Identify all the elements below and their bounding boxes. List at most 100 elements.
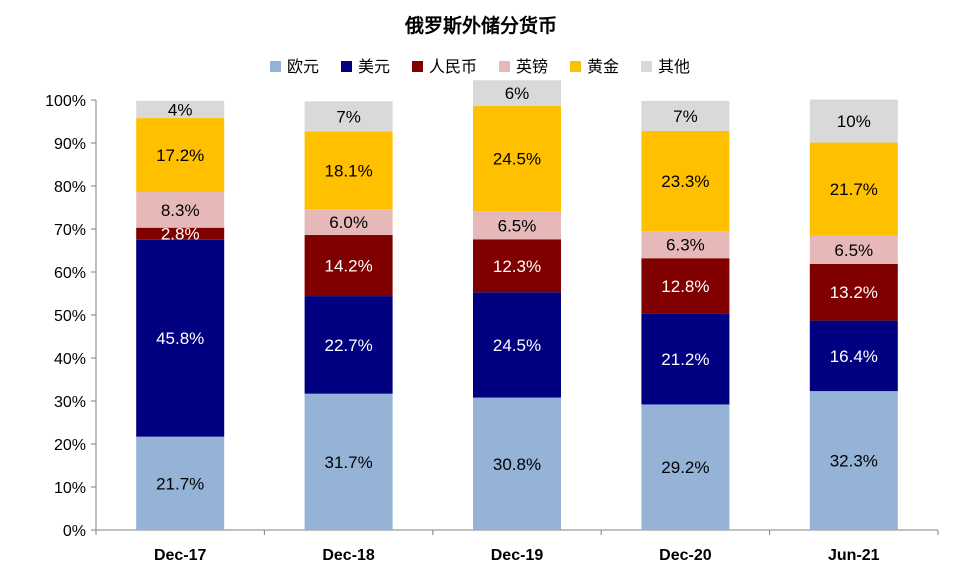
data-label: 6.0% — [329, 213, 368, 232]
data-label: 21.7% — [156, 474, 204, 493]
y-tick-label: 10% — [54, 480, 86, 497]
y-tick-label: 90% — [54, 136, 86, 153]
bar-segment — [641, 313, 730, 405]
data-label: 24.5% — [493, 336, 541, 355]
legend-2-label: 人民币 — [429, 57, 477, 76]
bar-segment — [136, 100, 225, 119]
bar-stack-Dec-18: 31.7% 22.7% 14.2% 6.0% 18.1% 7% — [304, 101, 393, 530]
data-label: 21.2% — [661, 350, 709, 369]
y-tick-label: 30% — [54, 394, 86, 411]
y-tick-label: 80% — [54, 179, 86, 196]
data-label: 17.2% — [156, 146, 204, 165]
data-label: 45.8% — [156, 329, 204, 348]
data-label: 32.3% — [830, 452, 878, 471]
bar-segment — [136, 118, 225, 193]
data-label: 18.1% — [324, 161, 372, 180]
data-label: 6.5% — [834, 241, 873, 260]
legend-1-label: 美元 — [358, 57, 390, 76]
data-label: 21.7% — [830, 180, 878, 199]
data-label: 30.8% — [493, 455, 541, 474]
data-label: 6.5% — [498, 216, 537, 235]
bar-stack-Dec-19: 30.8% 24.5% 12.3% 6.5% 24.5% 6% — [473, 80, 561, 530]
data-label: 2.8% — [161, 225, 200, 244]
legend-0-label: 欧元 — [287, 57, 319, 76]
data-label: 16.4% — [830, 347, 878, 366]
bar-segment — [304, 209, 393, 236]
data-label: 24.5% — [493, 150, 541, 169]
bar-segment — [304, 235, 393, 297]
data-label: 31.7% — [324, 453, 372, 472]
legend-5-swatch — [641, 61, 652, 72]
legend-0-swatch — [270, 61, 281, 72]
legend-1-swatch — [341, 61, 352, 72]
legend-5-label: 其他 — [658, 57, 690, 76]
bar-segment — [809, 235, 898, 264]
bar-segment — [809, 99, 898, 143]
data-label: 6.3% — [666, 236, 705, 255]
bar-segment — [473, 397, 561, 530]
bar-segment — [809, 142, 898, 236]
bar-segment — [304, 393, 393, 530]
data-label: 23.3% — [661, 172, 709, 191]
legend-2-swatch — [412, 61, 423, 72]
bar-segment — [136, 227, 225, 240]
y-tick-label: 100% — [45, 93, 86, 110]
bars: 21.7% 45.8% 2.8% 8.3% 17.2% 4% 31.7% 22.7% 14.2%… — [136, 80, 898, 530]
data-label: 14.2% — [324, 257, 372, 276]
data-label: 7% — [673, 107, 698, 126]
legend-3-swatch — [499, 61, 510, 72]
bar-stack-Dec-17: 21.7% 45.8% 2.8% 8.3% 17.2% 4% — [136, 100, 225, 530]
bar-segment — [136, 239, 225, 437]
bar-segment — [473, 211, 561, 240]
data-label: 4% — [168, 100, 193, 119]
data-label: 12.3% — [493, 257, 541, 276]
x-tick-label: Jun-21 — [828, 547, 880, 564]
data-label: 29.2% — [661, 458, 709, 477]
bar-segment — [809, 320, 898, 392]
data-label: 13.2% — [830, 283, 878, 302]
bar-stack-Dec-20: 29.2% 21.2% 12.8% 6.3% 23.3% 7% — [641, 100, 730, 530]
bar-segment — [641, 100, 730, 131]
bar-segment — [641, 258, 730, 314]
y-tick-label: 50% — [54, 308, 86, 325]
x-tick-label: Dec-19 — [491, 547, 544, 564]
y-tick-label: 0% — [63, 523, 86, 540]
x-tick-label: Dec-20 — [659, 547, 712, 564]
data-label: 8.3% — [161, 201, 200, 220]
bar-segment — [473, 292, 561, 398]
legend: 欧元 美元 人民币 英镑 黄金 其他 — [270, 57, 690, 76]
bar-segment — [304, 296, 393, 394]
data-label: 10% — [837, 112, 871, 131]
bar-segment — [473, 239, 561, 293]
chart-title: 俄罗斯外储分货币 — [404, 14, 557, 37]
bar-segment — [641, 231, 730, 259]
bar-segment — [641, 130, 730, 232]
bar-segment — [473, 80, 561, 107]
bar-segment — [473, 106, 561, 212]
bar-segment — [136, 192, 225, 228]
data-label: 12.8% — [661, 277, 709, 296]
legend-4-swatch — [570, 61, 581, 72]
y-tick-label: 70% — [54, 222, 86, 239]
legend-4-label: 黄金 — [587, 57, 619, 76]
bar-segment — [136, 436, 225, 530]
y-tick-label: 20% — [54, 437, 86, 454]
bar-segment — [641, 404, 730, 530]
y-tick-label: 40% — [54, 351, 86, 368]
y-tick-label: 60% — [54, 265, 86, 282]
x-tick-label: Dec-18 — [322, 547, 375, 564]
x-axis: Dec-17 Dec-18 Dec-19 Dec-20 Jun-21 — [95, 529, 939, 564]
bar-stack-Jun-21: 32.3% 16.4% 13.2% 6.5% 21.7% 10% — [809, 99, 898, 530]
bar-segment — [304, 131, 393, 210]
bar-segment — [809, 391, 898, 530]
data-label: 22.7% — [324, 336, 372, 355]
bar-segment — [809, 263, 898, 321]
data-label: 7% — [336, 107, 361, 126]
y-axis: 0% 10% 20% 30% 40% 50% 60% 70% 80% 90% 100% — [45, 93, 97, 540]
bar-segment — [304, 101, 393, 132]
data-label: 6% — [505, 84, 530, 103]
x-tick-label: Dec-17 — [154, 547, 207, 564]
legend-3-label: 英镑 — [516, 57, 548, 76]
